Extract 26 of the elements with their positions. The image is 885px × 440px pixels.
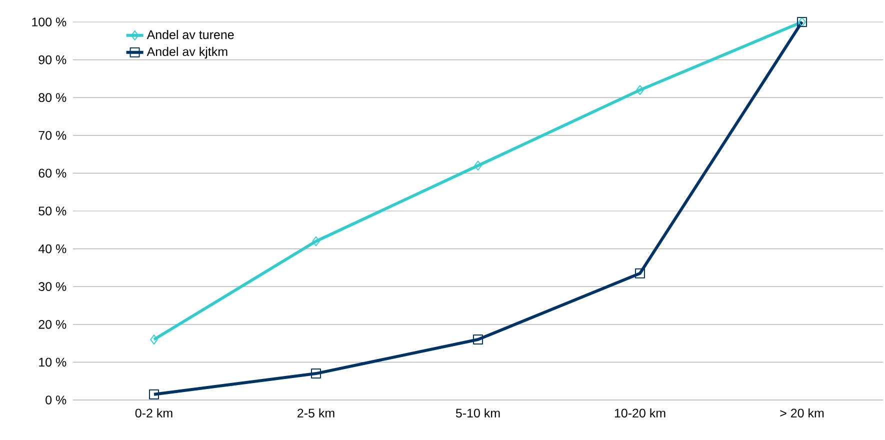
- x-tick-label: 0-2 km: [135, 408, 172, 418]
- y-tick-label: 90 %: [38, 55, 66, 64]
- legend-label: Andel av turene: [146, 30, 234, 40]
- y-tick-label: 10 %: [39, 358, 66, 367]
- legend-label: Andel av kjtkm: [146, 46, 228, 59]
- y-tick-label: 100 %: [32, 18, 66, 26]
- point: [473, 334, 484, 345]
- point: [312, 236, 320, 246]
- point: [150, 334, 158, 345]
- point: [635, 268, 646, 278]
- point: [474, 160, 482, 171]
- y-tick-label: 50 %: [38, 206, 66, 216]
- x-tick-label: > 20 km: [780, 408, 824, 418]
- point: [149, 389, 159, 400]
- y-tick-label: 30 %: [38, 282, 66, 292]
- y-tick-label: 0 %: [46, 396, 66, 404]
- point: [311, 368, 322, 379]
- y-tick-label: 60 %: [38, 168, 66, 178]
- point: [636, 85, 644, 96]
- y-tick-label: 80 %: [38, 93, 66, 102]
- x-tick-label: 2-5 km: [298, 408, 334, 418]
- y-tick-label: 20 %: [38, 320, 66, 329]
- x-tick-label: 10-20 km: [614, 408, 666, 418]
- y-tick-label: 40 %: [38, 244, 66, 254]
- x-tick-label: 5-10 km: [456, 408, 500, 418]
- y-tick-label: 70 %: [38, 130, 66, 140]
